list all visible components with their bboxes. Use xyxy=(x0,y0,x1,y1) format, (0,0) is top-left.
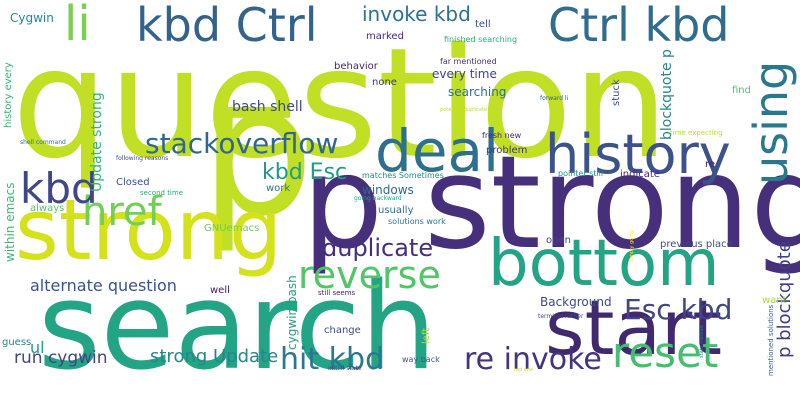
word-hit-kbd: hit kbd xyxy=(280,342,385,377)
word-far-mentioned: far mentioned xyxy=(440,57,497,66)
word-mentioned-solutions: mentioned solutions xyxy=(767,304,775,376)
word-initial-state: initial state xyxy=(328,365,362,372)
word-simply-going: simply going xyxy=(629,230,635,262)
word-time-expecting: time expecting xyxy=(670,129,723,137)
word-reset: reset xyxy=(612,328,719,377)
word-ctrl-kbd: Ctrl kbd xyxy=(548,0,730,52)
word-matches-sometimes: matches Sometimes xyxy=(362,171,444,180)
word-red-one: red one xyxy=(514,367,534,373)
word-stackoverflow: stackoverflow xyxy=(145,127,339,160)
word-solutions-work: solutions work xyxy=(388,217,446,226)
word-cygwin: Cygwin xyxy=(10,11,54,25)
word-deal: deal xyxy=(375,117,500,185)
word-still-seems: still seems xyxy=(318,289,356,297)
word-question: question xyxy=(12,15,669,192)
word-second-time: second time xyxy=(140,189,184,197)
word-left: left xyxy=(421,327,432,344)
word-start: start xyxy=(545,283,723,372)
word-well: well xyxy=(210,285,230,296)
word-kbd: kbd xyxy=(20,164,98,213)
word-going-backward: going backward xyxy=(354,195,402,202)
word-open: open xyxy=(546,235,571,246)
word-way-back: way back xyxy=(402,355,440,364)
word-background: Background xyxy=(540,295,612,309)
word-guess: guess xyxy=(2,337,32,348)
word-indicate: indicate xyxy=(620,169,660,180)
word-always: always xyxy=(30,203,65,214)
word-searching: searching xyxy=(448,85,507,99)
word-esc-kbd: Esc kbd xyxy=(624,293,733,326)
word-problem: problem xyxy=(486,145,528,156)
word-none: none xyxy=(372,77,397,88)
word-fresh-new: fresh new xyxy=(482,131,522,140)
word-windows: windows xyxy=(362,183,414,197)
word-reverse: reverse xyxy=(298,253,441,297)
word-alternate-question: alternate question xyxy=(30,276,177,295)
word-change: change xyxy=(324,325,361,336)
word-kbd-esc: kbd Esc xyxy=(262,160,348,185)
word-every-time: every time xyxy=(432,67,497,81)
word-href: href xyxy=(82,189,162,235)
word-duplicate: duplicate xyxy=(322,234,434,262)
word-strong-update: strong Update xyxy=(150,346,279,367)
word-terminal-rather: terminal rather xyxy=(538,313,584,320)
word-strong: strong xyxy=(15,181,283,279)
word-find: find xyxy=(732,85,751,96)
word-work: work xyxy=(266,183,291,194)
word-ul: ul xyxy=(30,338,45,357)
word-run-cygwin: run cygwin xyxy=(14,348,108,368)
word-potential-duplicate: potential duplicate xyxy=(440,107,487,113)
word-forward-li: forward li xyxy=(540,95,569,102)
word-marked: marked xyxy=(366,31,404,42)
word-bash-shell: bash shell xyxy=(232,99,303,115)
word-re-invoke: re invoke xyxy=(464,342,602,377)
word-usually: usually xyxy=(378,205,414,216)
word-kbd-ctrl: kbd Ctrl xyxy=(136,0,318,52)
word-finished-searching: finished searching xyxy=(444,35,518,44)
word-update-strong: Update strong xyxy=(89,92,105,192)
word-shell-command: shell command xyxy=(20,139,66,146)
word-p-strong: p strong xyxy=(302,129,800,278)
word-following-reasons: following reasons xyxy=(116,155,169,162)
word-invoke-kbd: invoke kbd xyxy=(362,2,471,26)
word-closed: Closed xyxy=(116,177,150,188)
word-using: using xyxy=(744,60,798,185)
word-cygwin-bash: cygwin bash xyxy=(285,275,299,350)
word-blockquote-p: blockquote p xyxy=(659,49,675,140)
word-state-instead: state instead xyxy=(699,325,705,358)
word-tell: tell xyxy=(475,19,491,30)
word-li: li xyxy=(64,0,91,52)
word-pointer-still: pointer still xyxy=(558,169,604,178)
word-p: p xyxy=(200,47,315,256)
word-gnuemacs: GNUemacs xyxy=(204,223,260,234)
word-history-every: history every xyxy=(3,62,14,128)
word-behavior: behavior xyxy=(334,61,378,72)
word-bottom: bottom xyxy=(488,227,720,301)
word-search: search xyxy=(38,258,437,397)
word-previous-place: previous place xyxy=(660,239,733,250)
word-want: want xyxy=(762,295,787,306)
word-re: re xyxy=(705,159,716,170)
word-history: history xyxy=(545,123,731,186)
word-within-emacs: within emacs xyxy=(3,182,17,263)
word-stuck: stuck xyxy=(611,79,622,106)
